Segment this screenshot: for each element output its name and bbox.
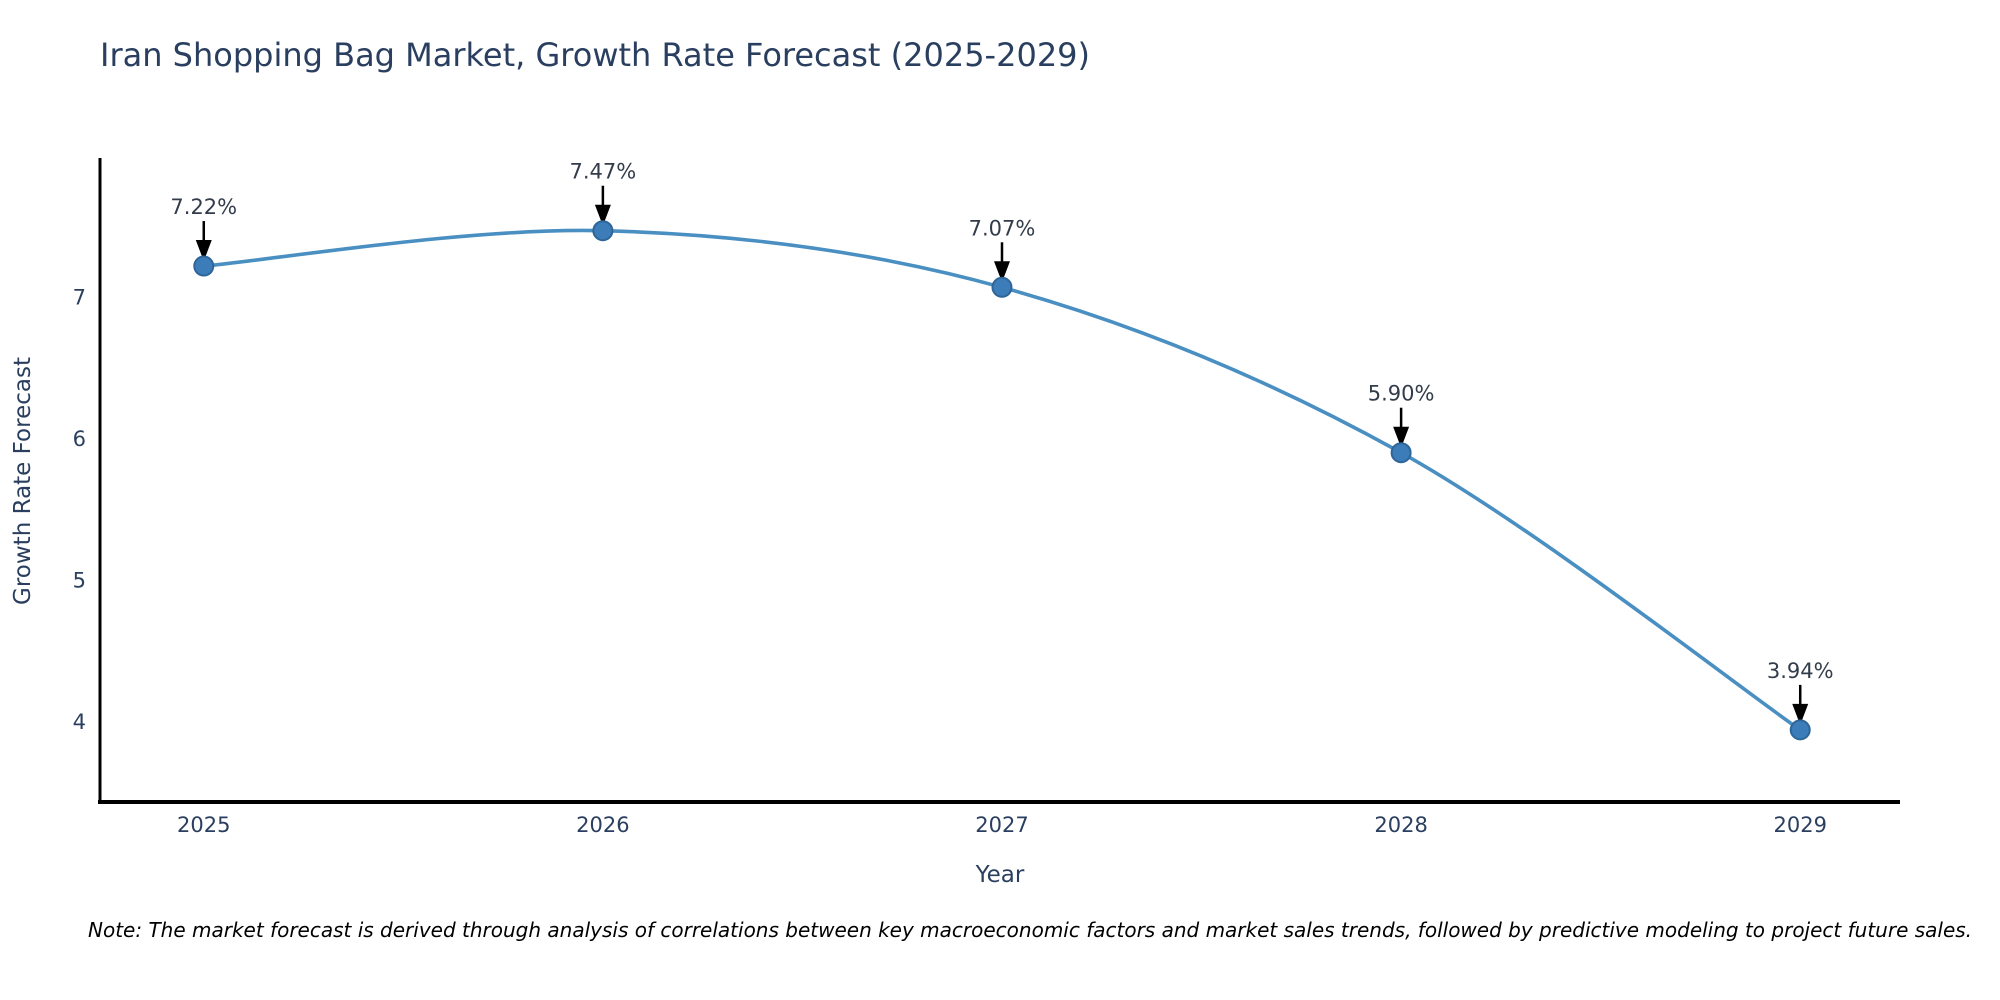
annotation-arrowhead-icon [1792, 703, 1809, 725]
point-label: 7.07% [969, 216, 1036, 240]
point-label: 7.47% [570, 160, 637, 184]
data-point[interactable] [193, 255, 215, 277]
data-point[interactable] [592, 220, 614, 242]
x-tick-label: 2028 [1374, 813, 1427, 837]
y-axis-title: Growth Rate Forecast [10, 357, 36, 605]
annotation-arrowhead-icon [993, 261, 1010, 283]
annotation-arrowhead-icon [1393, 426, 1410, 448]
y-tick-label: 5 [73, 568, 86, 592]
data-point[interactable] [991, 276, 1013, 298]
x-tick-label: 2029 [1773, 813, 1826, 837]
trend-line [203, 228, 1802, 732]
y-tick-label: 4 [73, 710, 86, 734]
y-tick-label: 6 [73, 427, 86, 451]
x-axis-title: Year [975, 862, 1025, 888]
x-tick-label: 2025 [177, 813, 230, 837]
annotation-arrowhead-icon [594, 204, 611, 226]
point-label: 7.22% [170, 195, 237, 219]
point-label: 5.90% [1368, 382, 1435, 406]
footnote: Note: The market forecast is derived thr… [88, 918, 1973, 942]
chart-title: Iran Shopping Bag Market, Growth Rate Fo… [100, 36, 1091, 74]
y-tick-label: 7 [73, 286, 86, 310]
x-tick-label: 2027 [975, 813, 1028, 837]
point-label: 3.94% [1767, 659, 1834, 683]
x-tick-label: 2026 [576, 813, 629, 837]
data-point[interactable] [1390, 442, 1412, 464]
data-point[interactable] [1789, 719, 1811, 741]
annotation-arrowhead-icon [195, 240, 212, 262]
